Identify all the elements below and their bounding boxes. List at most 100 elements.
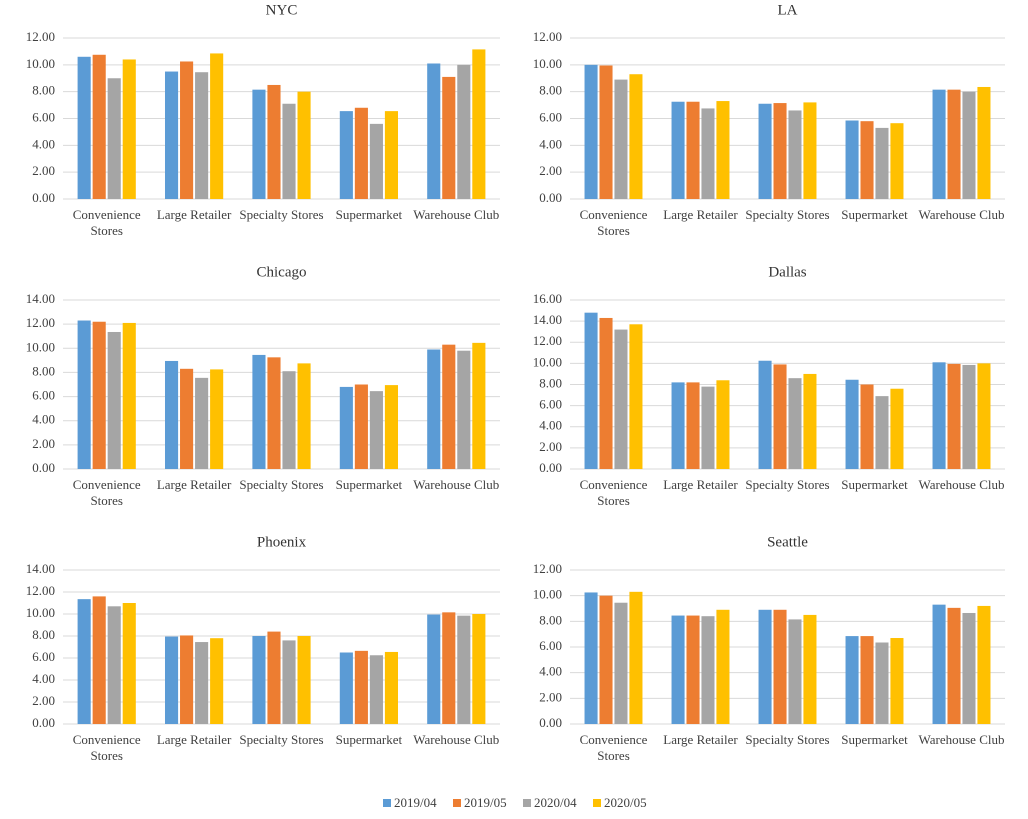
bar [77, 320, 91, 469]
y-tick-label: 12.00 [533, 333, 562, 348]
x-tick-label-box: Large Retailer [663, 477, 737, 492]
bar [845, 379, 859, 469]
y-tick-label: 10.00 [533, 354, 562, 369]
bar [354, 384, 368, 469]
x-tick-label: Large Retailer [156, 732, 232, 747]
bar [788, 619, 802, 724]
x-tick-label: Specialty Stores [239, 477, 324, 492]
bar [758, 103, 772, 199]
bar [282, 371, 296, 469]
bar [977, 86, 991, 199]
x-tick-label: Warehouse Club [413, 207, 500, 222]
x-tick-label-box: Convenience Stores [73, 207, 141, 238]
bar [297, 636, 311, 724]
x-tick-label-box: Specialty Stores [239, 207, 323, 222]
y-tick-label: 4.00 [32, 412, 55, 427]
legend-swatch [593, 799, 601, 807]
bar [845, 120, 859, 199]
x-tick-label-box: Specialty Stores [745, 732, 829, 747]
bar [614, 602, 628, 724]
y-tick-label: 14.00 [26, 291, 55, 306]
x-tick-label-box: Warehouse Club [413, 207, 500, 222]
x-tick-label-box: Warehouse Club [919, 732, 1005, 747]
bar [77, 56, 91, 200]
bar [671, 382, 685, 469]
bar [107, 606, 121, 724]
bar [584, 64, 598, 199]
bar [686, 615, 700, 724]
bar [442, 76, 456, 199]
x-tick-label-box: Large Retailer [663, 207, 738, 222]
bar [164, 360, 179, 469]
bar [860, 121, 874, 199]
bar [947, 89, 961, 199]
y-tick-label: 8.00 [32, 83, 55, 98]
bar [369, 123, 383, 199]
bar [803, 614, 817, 724]
x-tick-label: Convenience Stores [72, 732, 141, 763]
chart-title: Dallas [768, 264, 806, 280]
bar [599, 595, 613, 724]
x-tick-label: Convenience Stores [579, 732, 648, 763]
y-tick-label: 8.00 [539, 375, 562, 390]
x-tick-label-box: Warehouse Club [919, 477, 1005, 492]
bar [210, 53, 224, 199]
bar [267, 84, 281, 199]
bar [803, 373, 817, 469]
bar [282, 103, 296, 199]
bar [427, 349, 441, 469]
bar [716, 380, 730, 469]
y-tick-label: 6.00 [539, 638, 562, 653]
y-tick-label: 10.00 [533, 56, 562, 71]
bar [803, 102, 817, 199]
legend-swatch [523, 799, 531, 807]
y-tick-label: 6.00 [539, 397, 562, 412]
bar [701, 108, 715, 199]
bar [686, 101, 700, 199]
bar [584, 312, 598, 469]
x-tick-label: Supermarket [335, 732, 403, 747]
bar [629, 591, 643, 724]
bar [860, 636, 874, 724]
y-tick-label: 2.00 [539, 163, 562, 178]
bar [457, 615, 471, 724]
x-tick-label: Specialty Stores [745, 477, 830, 492]
chart-title: Chicago [257, 264, 307, 280]
y-tick-label: 12.00 [26, 29, 55, 44]
bar [92, 596, 106, 724]
bar [701, 386, 715, 469]
x-tick-label: Warehouse Club [413, 477, 500, 492]
y-tick-label: 14.00 [533, 312, 562, 327]
y-tick-label: 8.00 [539, 612, 562, 627]
x-tick-label: Large Retailer [663, 732, 738, 747]
bar [671, 101, 685, 199]
bar [890, 123, 904, 199]
bar [599, 317, 613, 469]
x-tick-label-box: Convenience Stores [72, 732, 141, 763]
x-tick-label: Supermarket [335, 207, 403, 222]
y-tick-label: 0.00 [32, 460, 55, 475]
bar [614, 329, 628, 469]
bar [195, 377, 209, 469]
bar [384, 111, 399, 199]
bar [164, 71, 179, 199]
x-tick-label: Specialty Stores [239, 732, 324, 747]
bar [860, 384, 874, 469]
bar [629, 74, 643, 199]
x-tick-label: Supermarket [841, 477, 908, 492]
bar [384, 385, 399, 469]
chart-title: Seattle [767, 534, 808, 550]
x-tick-label-box: Warehouse Club [919, 207, 1005, 222]
x-tick-label: Convenience Stores [72, 477, 141, 508]
x-tick-label-box: Large Retailer [663, 732, 738, 747]
y-tick-label: 6.00 [32, 649, 55, 664]
bar [890, 638, 904, 724]
bar [472, 614, 486, 724]
bar [210, 369, 224, 469]
legend-swatch [453, 799, 461, 807]
bar [427, 614, 441, 724]
y-tick-label: 6.00 [539, 109, 562, 124]
x-tick-label-box: Convenience Stores [579, 732, 648, 763]
x-tick-label: Large Retailer [663, 207, 738, 222]
